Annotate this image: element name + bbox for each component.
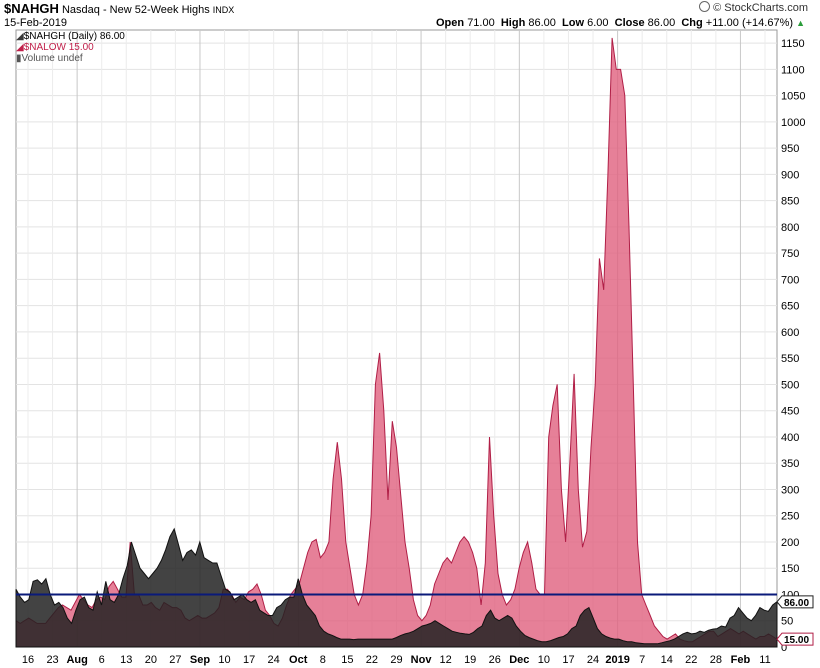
x-tick-label: 23 [46, 654, 58, 666]
y-tick-label: 350 [781, 458, 799, 470]
low-label: Low [562, 17, 585, 29]
x-tick-label: 17 [243, 654, 255, 666]
x-tick-label: 24 [587, 654, 599, 666]
high-value: 86.00 [528, 17, 556, 29]
branding-logo: © StockCharts.com [699, 1, 808, 14]
symbol-label: $NAHGH [4, 1, 59, 16]
y-tick-label: 650 [781, 301, 799, 313]
x-tick-label: 15 [341, 654, 353, 666]
y-tick-label: 1100 [781, 64, 805, 76]
y-tick-label: 1150 [781, 38, 805, 50]
legend: ◢$NAHGH (Daily) 86.00 ◢$NALOW 15.00 ▮Vol… [16, 31, 125, 64]
chart-title: $NAHGH Nasdaq - New 52-Week Highs INDX [4, 1, 234, 16]
close-label: Close [614, 17, 645, 29]
x-tick-label: Nov [411, 654, 433, 666]
x-tick-label: 19 [464, 654, 476, 666]
y-tick-label: 400 [781, 432, 799, 444]
y-tick-label: 1000 [781, 117, 805, 129]
x-tick-label: 28 [710, 654, 722, 666]
x-tick-label: 27 [169, 654, 181, 666]
index-name: Nasdaq - New 52-Week Highs [61, 4, 210, 16]
y-tick-label: 850 [781, 196, 799, 208]
x-tick-label: 2019 [605, 654, 629, 666]
legend-label: $NALOW 15.00 [23, 42, 94, 53]
low-value: 6.00 [587, 17, 609, 29]
y-tick-label: 200 [781, 537, 799, 549]
y-tick-label: 500 [781, 379, 799, 391]
x-tick-label: 20 [145, 654, 157, 666]
x-tick-label: 10 [538, 654, 550, 666]
y-tick-label: 50 [781, 616, 793, 628]
ohlc-readout: Open 71.00 High 86.00 Low 6.00 Close 86.… [436, 17, 805, 29]
x-tick-label: 24 [268, 654, 280, 666]
chg-value: +11.00 (+14.67%) [705, 17, 794, 29]
x-tick-label: 16 [22, 654, 34, 666]
legend-label: Volume undef [21, 53, 83, 64]
x-tick-label: 13 [120, 654, 132, 666]
x-tick-label: Sep [190, 654, 210, 666]
y-tick-label: 250 [781, 511, 799, 523]
up-triangle-icon: ▲ [796, 18, 805, 28]
y-tick-label: 450 [781, 406, 799, 418]
x-tick-label: 22 [685, 654, 697, 666]
x-tick-label: 6 [99, 654, 105, 666]
last-value-label: 86.00 [784, 598, 809, 609]
y-tick-label: 600 [781, 327, 799, 339]
high-label: High [500, 17, 526, 29]
x-tick-label: 17 [562, 654, 574, 666]
x-tick-label: Dec [509, 654, 529, 666]
y-tick-label: 150 [781, 563, 799, 575]
exchange-label: INDX [212, 5, 235, 15]
date-label: 15-Feb-2019 [4, 17, 67, 29]
x-tick-label: 8 [320, 654, 326, 666]
series-area-nahgh [15, 527, 778, 648]
x-tick-label: 14 [661, 654, 673, 666]
x-tick-label: 22 [366, 654, 378, 666]
y-tick-label: 1050 [781, 91, 805, 103]
last-value-tag [776, 595, 814, 609]
bar-swatch-icon: ▮ [16, 53, 22, 64]
open-label: Open [436, 17, 465, 29]
last-value-tag [776, 632, 814, 646]
y-tick-label: 300 [781, 484, 799, 496]
y-tick-label: 550 [781, 353, 799, 365]
x-tick-label: Feb [731, 654, 751, 666]
stockcharts-logo-icon [699, 1, 711, 12]
legend-item-nahgh: ◢$NAHGH (Daily) 86.00 [16, 31, 125, 42]
area-swatch-icon: ◢ [16, 31, 24, 42]
last-value-label: 15.00 [784, 635, 809, 646]
y-tick-label: 950 [781, 143, 799, 155]
close-value: 86.00 [647, 17, 676, 29]
x-tick-label: Oct [289, 654, 308, 666]
legend-item-nalow: ◢$NALOW 15.00 [16, 42, 125, 53]
branding-text: © StockCharts.com [713, 2, 808, 14]
y-tick-label: 0 [781, 642, 787, 654]
x-tick-label: 12 [440, 654, 452, 666]
x-tick-label: 29 [390, 654, 402, 666]
open-value: 71.00 [467, 17, 495, 29]
y-tick-label: 700 [781, 274, 799, 286]
area-swatch-icon: ◢ [16, 42, 24, 53]
x-tick-label: Aug [66, 654, 87, 666]
x-tick-label: 10 [218, 654, 230, 666]
x-tick-label: 7 [639, 654, 645, 666]
y-tick-label: 800 [781, 222, 799, 234]
x-tick-label: 11 [759, 654, 770, 666]
legend-label: $NAHGH (Daily) 86.00 [23, 31, 125, 42]
chg-label: Chg [681, 17, 703, 29]
y-tick-label: 750 [781, 248, 799, 260]
x-tick-label: 26 [489, 654, 501, 666]
legend-item-volume: ▮Volume undef [16, 53, 125, 64]
y-tick-label: 900 [781, 169, 799, 181]
